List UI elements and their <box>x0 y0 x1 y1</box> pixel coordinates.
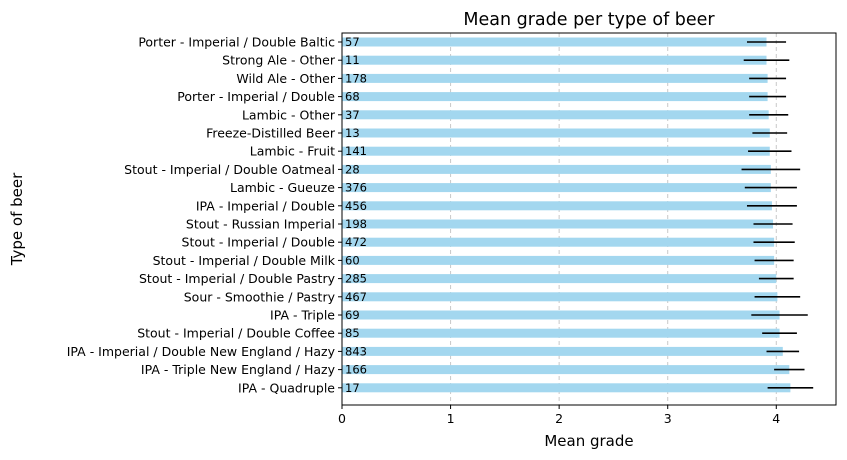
y-tick-label: Lambic - Fruit <box>250 144 335 159</box>
y-tick-label: Stout - Imperial / Double Milk <box>153 253 336 268</box>
bar-count-label: 11 <box>345 53 360 67</box>
bar <box>342 110 769 120</box>
x-tick-label: 1 <box>447 411 455 426</box>
bar-count-label: 178 <box>345 71 367 85</box>
bar <box>342 346 783 356</box>
y-tick-label: Freeze-Distilled Beer <box>206 126 336 141</box>
x-axis-ticks: 0 1 2 3 4 <box>338 405 780 426</box>
bar-count-label: 467 <box>345 290 367 304</box>
bar <box>342 365 790 375</box>
bar-count-label: 285 <box>345 272 367 286</box>
y-tick-label: IPA - Triple <box>270 308 335 323</box>
y-axis-ticks: Porter - Imperial / Double Baltic Strong … <box>67 35 342 395</box>
bar-count-label: 17 <box>345 381 360 395</box>
y-tick-label: Stout - Imperial / Double <box>182 235 336 250</box>
bar <box>342 310 780 320</box>
bar <box>342 73 768 83</box>
bar <box>342 328 780 338</box>
y-tick-label: Porter - Imperial / Double <box>177 89 335 104</box>
bar-count-label: 37 <box>345 108 360 122</box>
x-axis-label: Mean grade <box>544 432 633 450</box>
bar <box>342 55 767 65</box>
y-tick-label: Stout - Russian Imperial <box>186 217 335 232</box>
bars <box>342 37 791 393</box>
bar-count-label: 69 <box>345 308 360 322</box>
plot-frame <box>341 32 837 406</box>
y-tick-label: Stout - Imperial / Double Coffee <box>137 326 335 341</box>
error-bars <box>741 41 814 389</box>
bar <box>342 92 768 102</box>
chart-title: Mean grade per type of beer <box>463 10 715 30</box>
bar-count-label: 198 <box>345 217 367 231</box>
bar-count-label: 68 <box>345 90 360 104</box>
bar-count-label: 60 <box>345 253 360 267</box>
y-tick-label: Porter - Imperial / Double Baltic <box>138 35 335 50</box>
y-tick-label: Stout - Imperial / Double Pastry <box>139 271 336 286</box>
bar-count-label: 85 <box>345 326 360 340</box>
bar-count-label: 456 <box>345 199 367 213</box>
y-tick-label: Sour - Smoothie / Pastry <box>184 289 336 304</box>
y-tick-label: IPA - Imperial / Double <box>196 198 335 213</box>
bar-count-label: 28 <box>345 162 360 176</box>
bar-count-label: 141 <box>345 144 367 158</box>
bar <box>342 237 775 247</box>
y-tick-label: Lambic - Other <box>242 107 336 122</box>
bar <box>342 255 775 265</box>
x-tick-label: 4 <box>772 411 780 426</box>
bar <box>342 128 770 138</box>
gridlines <box>450 33 777 405</box>
x-tick-label: 0 <box>338 411 346 426</box>
y-tick-label: IPA - Quadruple <box>238 380 335 395</box>
x-tick-label: 2 <box>555 411 563 426</box>
bar <box>342 164 771 174</box>
bar <box>342 219 774 229</box>
bar-count-label: 166 <box>345 363 367 377</box>
bar <box>342 37 767 47</box>
bar-count-label: 376 <box>345 181 367 195</box>
y-tick-label: IPA - Imperial / Double New England / Ha… <box>67 344 336 359</box>
bar-count-label: 843 <box>345 344 367 358</box>
bar-count-label: 57 <box>345 35 360 49</box>
bar <box>342 183 771 193</box>
y-tick-label: Stout - Imperial / Double Oatmeal <box>124 162 335 177</box>
bar-count-label: 13 <box>345 126 360 140</box>
y-tick-label: IPA - Triple New England / Hazy <box>141 362 336 377</box>
bar <box>342 146 770 156</box>
bar-count-labels: 57 11 178 68 37 13 141 28 376 456 198 472 60 285 467 69… <box>345 35 367 395</box>
bar <box>342 383 791 393</box>
bar <box>342 274 777 284</box>
y-tick-label: Lambic - Gueuze <box>230 180 335 195</box>
x-tick-label: 3 <box>664 411 672 426</box>
bar-count-label: 472 <box>345 235 367 249</box>
y-tick-label: Strong Ale - Other <box>222 53 336 68</box>
y-axis-label: Type of beer <box>8 172 26 266</box>
y-tick-label: Wild Ale - Other <box>236 71 335 86</box>
bar <box>342 292 778 302</box>
bar <box>342 201 772 211</box>
